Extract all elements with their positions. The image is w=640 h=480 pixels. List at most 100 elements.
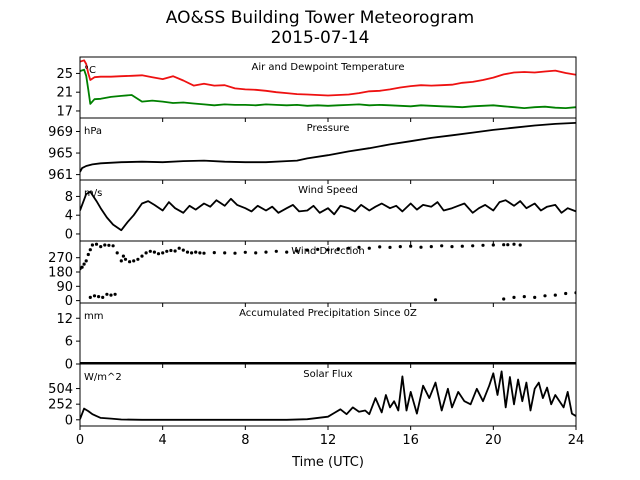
data-point [92, 294, 97, 298]
data-point [378, 245, 382, 249]
data-point [295, 249, 299, 253]
data-point [177, 246, 181, 250]
y-tick-label: 25 [56, 67, 73, 82]
series-line-temp-1 [80, 68, 576, 109]
data-point [491, 243, 495, 247]
data-point [80, 265, 84, 269]
data-point [99, 245, 103, 249]
data-point [471, 244, 475, 248]
panel-title: Pressure [307, 123, 350, 134]
y-tick-label: 504 [48, 382, 73, 397]
data-point [223, 251, 227, 255]
panel-title: Solar Flux [303, 369, 353, 380]
data-point [564, 291, 568, 296]
data-point [512, 295, 516, 299]
data-point [121, 254, 125, 258]
data-point [113, 292, 117, 296]
panel-temp: 17 21 25 Air and Dewpoint Temperature °C [56, 56, 577, 122]
data-point [136, 257, 140, 261]
data-point [128, 260, 132, 264]
data-point [553, 293, 557, 297]
y-tick-label: 0 [65, 294, 73, 309]
data-point [88, 248, 92, 252]
data-point [181, 248, 185, 252]
x-tick-label: 4 [159, 433, 167, 448]
data-point [254, 251, 258, 255]
y-tick-label: 0 [65, 227, 73, 242]
x-tick-label: 0 [76, 433, 84, 448]
panel-unit-label: W/m^2 [84, 372, 122, 383]
data-point [543, 294, 547, 298]
panel-pressure: 961 965 969 Pressure hPa [48, 117, 577, 184]
y-tick-label: 180 [48, 266, 73, 281]
data-point [243, 250, 247, 254]
data-point [357, 245, 361, 249]
series-line-temp-0 [80, 59, 576, 97]
data-point [506, 243, 510, 247]
data-point [429, 245, 433, 249]
chart-title: AO&SS Building Tower Meteorogram [165, 8, 475, 28]
data-point [440, 244, 444, 248]
data-point [450, 245, 454, 249]
data-point [103, 243, 107, 247]
y-tick-label: 969 [48, 125, 73, 140]
data-point [502, 297, 506, 301]
panel-unit-label: m/s [84, 188, 102, 199]
panel-unit-label: hPa [84, 126, 102, 137]
x-tick-label: 24 [568, 433, 585, 448]
data-point [212, 251, 216, 255]
data-point [264, 250, 268, 254]
y-tick-label: 8 [65, 190, 73, 205]
data-point [460, 244, 464, 248]
data-point [388, 245, 392, 249]
data-point [165, 249, 169, 253]
panel-title: Accumulated Precipitation Since 0Z [239, 308, 417, 319]
panel-title: Wind Direction [291, 246, 365, 257]
data-point [202, 251, 206, 255]
y-tick-label: 0 [65, 358, 73, 373]
data-point [347, 246, 351, 250]
data-point [86, 252, 90, 257]
data-point [161, 251, 165, 255]
data-point [316, 247, 320, 251]
y-tick-label: 252 [48, 398, 73, 413]
panel-unit-label: mm [84, 311, 103, 322]
y-tick-label: 0 [65, 413, 73, 428]
data-point [109, 293, 113, 297]
panel-title: Wind Speed [298, 185, 358, 196]
data-point [518, 243, 522, 247]
panel-unit-label: °C [84, 65, 96, 76]
data-point [433, 298, 438, 302]
y-tick-label: 961 [48, 168, 73, 183]
x-axis-label: Time (UTC) [291, 455, 364, 470]
data-point [274, 249, 278, 253]
y-tick-label: 6 [65, 335, 73, 350]
data-point [144, 251, 148, 255]
series-line-wind-speed-0 [80, 190, 576, 232]
data-point [105, 292, 109, 296]
data-point [185, 250, 190, 254]
y-tick-label: 965 [48, 147, 73, 162]
data-point [419, 245, 423, 249]
y-tick-label: 4 [65, 209, 73, 224]
data-point [305, 248, 309, 252]
series-line-solar-0 [80, 370, 576, 421]
data-point [115, 251, 119, 255]
data-point [140, 254, 144, 258]
data-point [190, 251, 194, 255]
data-point [84, 259, 88, 263]
data-point [152, 250, 156, 254]
data-point [119, 259, 123, 263]
x-tick-label: 12 [320, 433, 337, 448]
y-tick-label: 21 [56, 86, 73, 101]
data-point [326, 248, 330, 252]
data-point [194, 250, 198, 254]
data-point [522, 295, 526, 299]
panel-wind-speed: 0 4 8 Wind Speed m/s [65, 179, 577, 245]
chart-subtitle: 2015-07-14 [270, 28, 370, 48]
data-point [148, 249, 152, 253]
data-point [169, 248, 173, 253]
data-point [94, 242, 99, 246]
